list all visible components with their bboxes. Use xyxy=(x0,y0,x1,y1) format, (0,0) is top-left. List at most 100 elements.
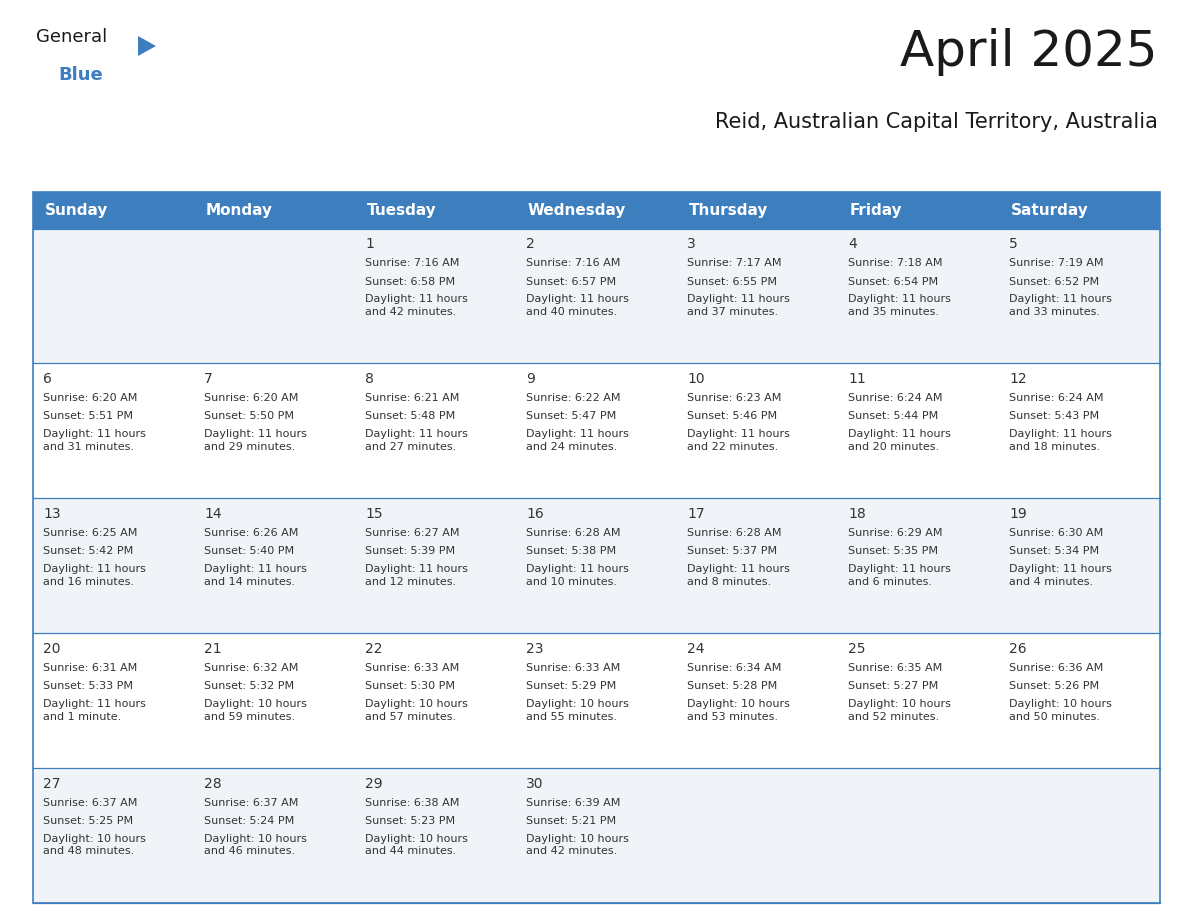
Text: Reid, Australian Capital Territory, Australia: Reid, Australian Capital Territory, Aust… xyxy=(715,112,1158,132)
Text: Daylight: 11 hours
and 27 minutes.: Daylight: 11 hours and 27 minutes. xyxy=(365,430,468,452)
Text: 12: 12 xyxy=(1009,373,1026,386)
Bar xyxy=(677,229,838,364)
Bar xyxy=(999,192,1159,229)
Bar xyxy=(999,229,1159,364)
Text: 17: 17 xyxy=(687,508,704,521)
Text: Tuesday: Tuesday xyxy=(367,203,437,218)
Text: Sunrise: 6:32 AM: Sunrise: 6:32 AM xyxy=(204,663,298,673)
Text: Sunset: 5:43 PM: Sunset: 5:43 PM xyxy=(1009,411,1099,421)
Text: Sunset: 5:27 PM: Sunset: 5:27 PM xyxy=(848,681,939,691)
Text: Sunset: 5:24 PM: Sunset: 5:24 PM xyxy=(204,816,295,826)
Text: Daylight: 11 hours
and 24 minutes.: Daylight: 11 hours and 24 minutes. xyxy=(526,430,628,452)
Bar xyxy=(33,364,194,498)
Text: Daylight: 11 hours
and 1 minute.: Daylight: 11 hours and 1 minute. xyxy=(43,700,146,722)
Bar xyxy=(194,229,355,364)
Text: Saturday: Saturday xyxy=(1011,203,1088,218)
Text: 13: 13 xyxy=(43,508,61,521)
Bar xyxy=(677,364,838,498)
Text: Sunrise: 6:24 AM: Sunrise: 6:24 AM xyxy=(848,394,942,403)
Bar xyxy=(677,192,838,229)
Bar xyxy=(194,364,355,498)
Text: Sunset: 5:44 PM: Sunset: 5:44 PM xyxy=(848,411,939,421)
Bar xyxy=(33,229,194,364)
Text: April 2025: April 2025 xyxy=(901,28,1158,76)
Text: Sunset: 6:58 PM: Sunset: 6:58 PM xyxy=(365,276,455,286)
Text: Daylight: 11 hours
and 37 minutes.: Daylight: 11 hours and 37 minutes. xyxy=(687,295,790,317)
Text: Thursday: Thursday xyxy=(689,203,769,218)
Text: 2: 2 xyxy=(526,238,535,252)
Text: Sunrise: 6:36 AM: Sunrise: 6:36 AM xyxy=(1009,663,1104,673)
Text: Sunrise: 7:16 AM: Sunrise: 7:16 AM xyxy=(365,259,460,268)
Text: Daylight: 11 hours
and 6 minutes.: Daylight: 11 hours and 6 minutes. xyxy=(848,565,950,587)
Text: 6: 6 xyxy=(43,373,52,386)
Text: Daylight: 11 hours
and 42 minutes.: Daylight: 11 hours and 42 minutes. xyxy=(365,295,468,317)
Text: Sunrise: 6:23 AM: Sunrise: 6:23 AM xyxy=(687,394,782,403)
Text: Sunset: 5:35 PM: Sunset: 5:35 PM xyxy=(848,546,939,556)
Text: Sunset: 5:48 PM: Sunset: 5:48 PM xyxy=(365,411,455,421)
Text: Sunrise: 7:18 AM: Sunrise: 7:18 AM xyxy=(848,259,942,268)
Text: 11: 11 xyxy=(848,373,866,386)
Text: Sunrise: 6:30 AM: Sunrise: 6:30 AM xyxy=(1009,528,1104,538)
Text: Daylight: 11 hours
and 20 minutes.: Daylight: 11 hours and 20 minutes. xyxy=(848,430,950,452)
Text: Sunset: 5:51 PM: Sunset: 5:51 PM xyxy=(43,411,133,421)
Bar xyxy=(516,364,677,498)
Text: Sunset: 6:57 PM: Sunset: 6:57 PM xyxy=(526,276,617,286)
Text: 23: 23 xyxy=(526,643,543,656)
Text: Daylight: 11 hours
and 33 minutes.: Daylight: 11 hours and 33 minutes. xyxy=(1009,295,1112,317)
Text: 26: 26 xyxy=(1009,643,1026,656)
Text: 22: 22 xyxy=(365,643,383,656)
Text: 20: 20 xyxy=(43,643,61,656)
Text: Sunday: Sunday xyxy=(45,203,108,218)
Text: Daylight: 10 hours
and 55 minutes.: Daylight: 10 hours and 55 minutes. xyxy=(526,700,628,722)
Bar xyxy=(516,633,677,768)
Text: Daylight: 10 hours
and 57 minutes.: Daylight: 10 hours and 57 minutes. xyxy=(365,700,468,722)
Bar xyxy=(194,633,355,768)
Text: 4: 4 xyxy=(848,238,857,252)
Bar xyxy=(194,768,355,903)
Text: Sunrise: 7:16 AM: Sunrise: 7:16 AM xyxy=(526,259,620,268)
Text: 21: 21 xyxy=(204,643,222,656)
Bar xyxy=(838,498,999,633)
Text: 15: 15 xyxy=(365,508,383,521)
Text: Sunset: 6:55 PM: Sunset: 6:55 PM xyxy=(687,276,777,286)
Text: Sunrise: 6:25 AM: Sunrise: 6:25 AM xyxy=(43,528,138,538)
Bar xyxy=(838,364,999,498)
Bar xyxy=(355,229,516,364)
Text: Daylight: 10 hours
and 52 minutes.: Daylight: 10 hours and 52 minutes. xyxy=(848,700,950,722)
Text: Daylight: 10 hours
and 53 minutes.: Daylight: 10 hours and 53 minutes. xyxy=(687,700,790,722)
Text: Sunrise: 6:20 AM: Sunrise: 6:20 AM xyxy=(204,394,298,403)
Bar xyxy=(355,768,516,903)
Text: 3: 3 xyxy=(687,238,696,252)
Text: Friday: Friday xyxy=(849,203,903,218)
Text: Sunset: 5:23 PM: Sunset: 5:23 PM xyxy=(365,816,455,826)
Text: 7: 7 xyxy=(204,373,213,386)
Bar xyxy=(999,633,1159,768)
Bar xyxy=(677,633,838,768)
Text: Sunrise: 6:37 AM: Sunrise: 6:37 AM xyxy=(43,798,138,808)
Text: Sunrise: 6:37 AM: Sunrise: 6:37 AM xyxy=(204,798,298,808)
Text: 19: 19 xyxy=(1009,508,1026,521)
Bar xyxy=(516,768,677,903)
Bar xyxy=(355,498,516,633)
Text: 29: 29 xyxy=(365,778,383,791)
Text: Sunset: 5:25 PM: Sunset: 5:25 PM xyxy=(43,816,133,826)
Text: 28: 28 xyxy=(204,778,222,791)
Bar xyxy=(677,498,838,633)
Bar xyxy=(838,229,999,364)
Text: Sunrise: 6:28 AM: Sunrise: 6:28 AM xyxy=(687,528,782,538)
Bar xyxy=(33,192,1159,903)
Text: Sunset: 5:21 PM: Sunset: 5:21 PM xyxy=(526,816,617,826)
Text: Daylight: 11 hours
and 16 minutes.: Daylight: 11 hours and 16 minutes. xyxy=(43,565,146,587)
Text: 18: 18 xyxy=(848,508,866,521)
Text: Sunrise: 7:17 AM: Sunrise: 7:17 AM xyxy=(687,259,782,268)
Text: Sunrise: 6:26 AM: Sunrise: 6:26 AM xyxy=(204,528,298,538)
Bar xyxy=(838,633,999,768)
Text: 27: 27 xyxy=(43,778,61,791)
Bar xyxy=(677,768,838,903)
Text: Sunset: 5:40 PM: Sunset: 5:40 PM xyxy=(204,546,295,556)
Text: Daylight: 11 hours
and 29 minutes.: Daylight: 11 hours and 29 minutes. xyxy=(204,430,307,452)
Bar xyxy=(355,633,516,768)
Text: Daylight: 10 hours
and 48 minutes.: Daylight: 10 hours and 48 minutes. xyxy=(43,834,146,856)
Bar xyxy=(33,633,194,768)
Text: 10: 10 xyxy=(687,373,704,386)
